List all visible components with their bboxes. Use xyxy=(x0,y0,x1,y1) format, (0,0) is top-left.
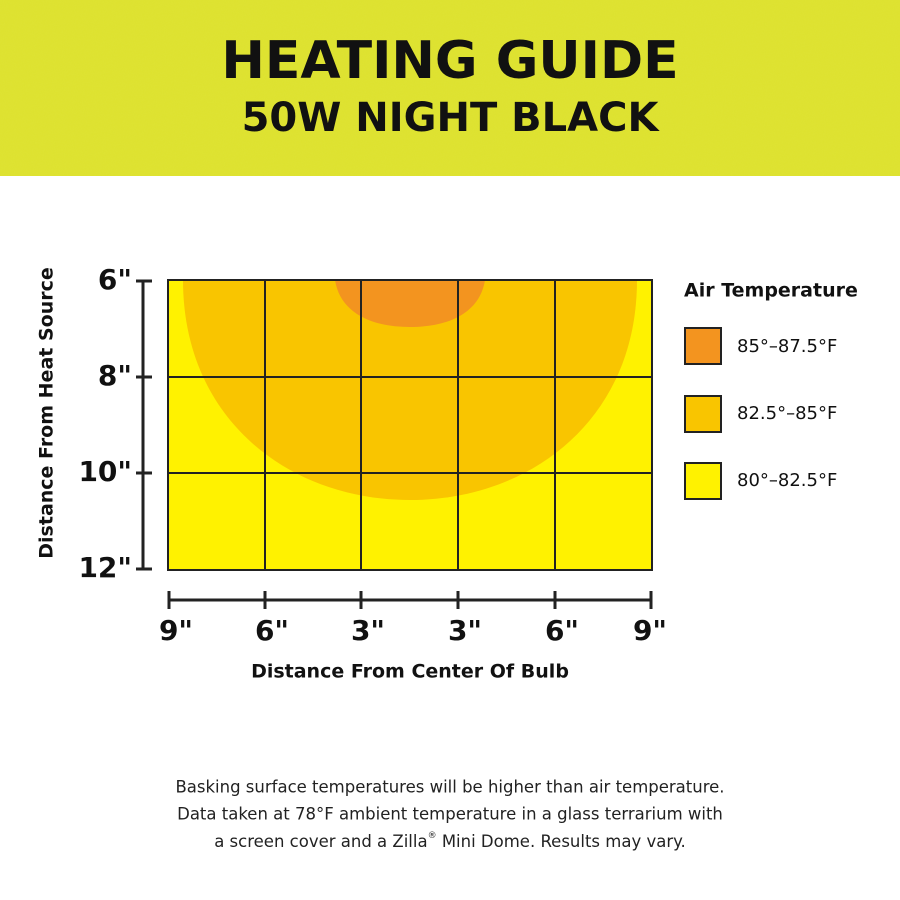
footnote-text: a screen cover and a Zilla xyxy=(214,832,427,851)
y-tick-label: 10" xyxy=(78,455,132,488)
zone-mid xyxy=(183,280,637,500)
y-tick-label: 8" xyxy=(98,359,132,392)
x-tick-label: 3" xyxy=(351,614,385,647)
x-tick-label: 9" xyxy=(159,614,193,647)
title: HEATING GUIDE xyxy=(221,31,678,91)
legend-label: 80°–82.5°F xyxy=(737,470,837,491)
y-tick-label: 6" xyxy=(98,263,132,296)
legend-title: Air Temperature xyxy=(684,280,858,302)
x-tick-label: 6" xyxy=(545,614,579,647)
footnote-line: Basking surface temperatures will be hig… xyxy=(175,778,724,797)
y-axis: 6" 8" 10" 12" Distance From Heat Source xyxy=(36,263,152,584)
heat-map xyxy=(167,279,653,571)
zone-high xyxy=(335,280,485,327)
footnote: Basking surface temperatures will be hig… xyxy=(175,778,724,851)
legend-label: 82.5°–85°F xyxy=(737,403,837,424)
x-tick-label: 3" xyxy=(448,614,482,647)
legend-swatch xyxy=(684,327,722,365)
y-axis-title: Distance From Heat Source xyxy=(36,267,58,558)
legend-label: 85°–87.5°F xyxy=(737,336,837,357)
legend-swatch xyxy=(684,395,722,433)
y-tick-label: 12" xyxy=(78,551,132,584)
x-tick-label: 6" xyxy=(255,614,289,647)
x-tick-label: 9" xyxy=(633,614,667,647)
legend-swatch xyxy=(684,462,722,500)
header-texture xyxy=(0,0,900,176)
x-axis: 9" 6" 3" 3" 6" 9" Distance From Center O… xyxy=(159,591,667,683)
plot-border xyxy=(167,279,653,571)
legend: Air Temperature 85°–87.5°F 82.5°–85°F 80… xyxy=(684,280,858,500)
footnote-line: Data taken at 78°F ambient temperature i… xyxy=(177,805,723,824)
subtitle: 50W NIGHT BLACK xyxy=(242,95,661,141)
x-axis-title: Distance From Center Of Bulb xyxy=(251,661,569,683)
registered-mark: ® xyxy=(428,831,437,841)
footnote-line: a screen cover and a Zilla® Mini Dome. R… xyxy=(214,831,686,851)
footnote-text: Mini Dome. Results may vary. xyxy=(437,832,686,851)
